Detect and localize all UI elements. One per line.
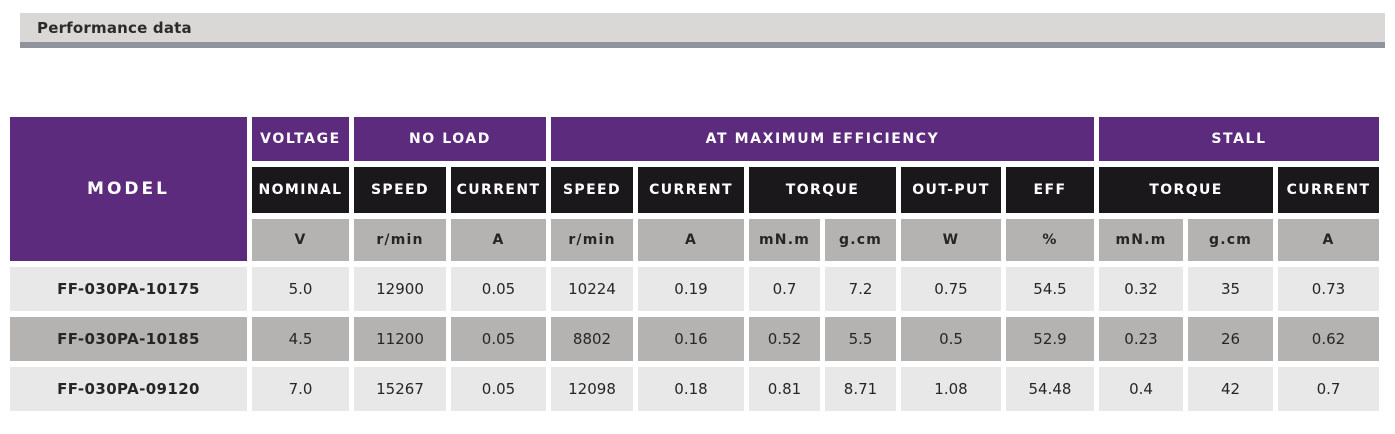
data-cell: 54.5 bbox=[1006, 267, 1094, 311]
col-group-voltage: VOLTAGE bbox=[252, 117, 349, 161]
data-cell: 0.62 bbox=[1278, 317, 1379, 361]
data-cell: 0.7 bbox=[749, 267, 820, 311]
col-header-nominal: NOMINAL bbox=[252, 167, 349, 213]
data-cell: 7.2 bbox=[825, 267, 896, 311]
data-cell: 8.71 bbox=[825, 367, 896, 411]
data-cell: 0.19 bbox=[638, 267, 744, 311]
data-cell: 0.05 bbox=[451, 267, 546, 311]
data-cell: 0.5 bbox=[901, 317, 1001, 361]
unit-amp-maxeff: A bbox=[638, 219, 744, 261]
data-cell: 0.23 bbox=[1099, 317, 1183, 361]
col-header-stall-current: CURRENT bbox=[1278, 167, 1379, 213]
data-cell: 54.48 bbox=[1006, 367, 1094, 411]
col-header-eff: EFF bbox=[1006, 167, 1094, 213]
data-cell: 26 bbox=[1188, 317, 1273, 361]
table-row: FF-030PA-10175 5.0 12900 0.05 10224 0.19… bbox=[10, 267, 1379, 311]
unit-amp-noload: A bbox=[451, 219, 546, 261]
data-cell: 0.32 bbox=[1099, 267, 1183, 311]
data-cell: 42 bbox=[1188, 367, 1273, 411]
data-cell: 35 bbox=[1188, 267, 1273, 311]
unit-mnm-stall: mN.m bbox=[1099, 219, 1183, 261]
col-header-noload-current: CURRENT bbox=[451, 167, 546, 213]
unit-gcm-stall: g.cm bbox=[1188, 219, 1273, 261]
unit-watt: W bbox=[901, 219, 1001, 261]
data-cell: 0.75 bbox=[901, 267, 1001, 311]
data-cell: 7.0 bbox=[252, 367, 349, 411]
unit-mnm-maxeff: mN.m bbox=[749, 219, 820, 261]
unit-volt: V bbox=[252, 219, 349, 261]
data-cell: 0.73 bbox=[1278, 267, 1379, 311]
col-header-output: OUT-PUT bbox=[901, 167, 1001, 213]
unit-percent: % bbox=[1006, 219, 1094, 261]
section-title: Performance data bbox=[37, 18, 192, 37]
col-header-model: MODEL bbox=[10, 117, 247, 261]
model-cell: FF-030PA-10175 bbox=[10, 267, 247, 311]
data-cell: 12900 bbox=[354, 267, 446, 311]
unit-gcm-maxeff: g.cm bbox=[825, 219, 896, 261]
model-cell: FF-030PA-10185 bbox=[10, 317, 247, 361]
col-header-maxeff-torque: TORQUE bbox=[749, 167, 896, 213]
data-cell: 0.05 bbox=[451, 317, 546, 361]
col-header-stall-torque: TORQUE bbox=[1099, 167, 1273, 213]
col-group-at-max-efficiency: AT MAXIMUM EFFICIENCY bbox=[551, 117, 1094, 161]
data-cell: 52.9 bbox=[1006, 317, 1094, 361]
unit-rpm-noload: r/min bbox=[354, 219, 446, 261]
data-cell: 0.05 bbox=[451, 367, 546, 411]
data-cell: 0.4 bbox=[1099, 367, 1183, 411]
header-sub-row: NOMINAL SPEED CURRENT SPEED CURRENT TORQ… bbox=[10, 167, 1379, 213]
unit-rpm-maxeff: r/min bbox=[551, 219, 633, 261]
data-cell: 12098 bbox=[551, 367, 633, 411]
section-header: Performance data bbox=[20, 13, 1385, 48]
data-cell: 15267 bbox=[354, 367, 446, 411]
data-cell: 10224 bbox=[551, 267, 633, 311]
data-cell: 0.81 bbox=[749, 367, 820, 411]
col-header-maxeff-current: CURRENT bbox=[638, 167, 744, 213]
data-cell: 0.7 bbox=[1278, 367, 1379, 411]
col-header-maxeff-speed: SPEED bbox=[551, 167, 633, 213]
data-cell: 0.18 bbox=[638, 367, 744, 411]
data-cell: 4.5 bbox=[252, 317, 349, 361]
data-cell: 11200 bbox=[354, 317, 446, 361]
header-group-row: MODEL VOLTAGE NO LOAD AT MAXIMUM EFFICIE… bbox=[10, 117, 1379, 261]
col-header-noload-speed: SPEED bbox=[354, 167, 446, 213]
data-cell: 8802 bbox=[551, 317, 633, 361]
col-group-no-load: NO LOAD bbox=[354, 117, 546, 161]
data-cell: 1.08 bbox=[901, 367, 1001, 411]
data-cell: 0.16 bbox=[638, 317, 744, 361]
header-units-row: V r/min A r/min A mN.m g.cm W % mN.m g.c… bbox=[10, 219, 1379, 261]
col-group-stall: STALL bbox=[1099, 117, 1379, 161]
model-cell: FF-030PA-09120 bbox=[10, 367, 247, 411]
data-cell: 5.0 bbox=[252, 267, 349, 311]
unit-amp-stall: A bbox=[1278, 219, 1379, 261]
performance-table: MODEL VOLTAGE NO LOAD AT MAXIMUM EFFICIE… bbox=[5, 111, 1384, 417]
table-row: FF-030PA-09120 7.0 15267 0.05 12098 0.18… bbox=[10, 367, 1379, 411]
data-cell: 5.5 bbox=[825, 317, 896, 361]
data-cell: 0.52 bbox=[749, 317, 820, 361]
table-row: FF-030PA-10185 4.5 11200 0.05 8802 0.16 … bbox=[10, 317, 1379, 361]
